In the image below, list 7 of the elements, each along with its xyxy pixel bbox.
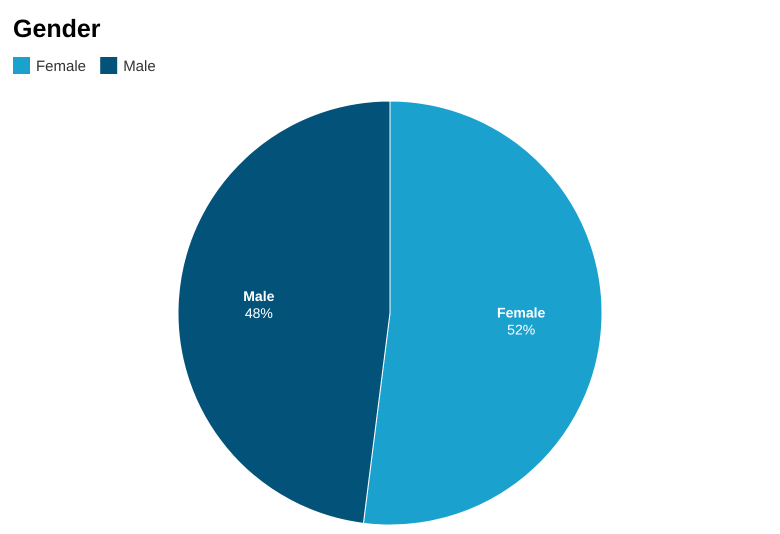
slice-label: Female <box>497 304 546 320</box>
slice-label: Male <box>243 288 275 304</box>
chart-title: Gender <box>13 15 101 43</box>
legend-label: Male <box>123 58 156 75</box>
data-label: 52% <box>507 321 536 338</box>
data-label: 48% <box>244 304 273 321</box>
legend-label: Female <box>36 58 86 75</box>
